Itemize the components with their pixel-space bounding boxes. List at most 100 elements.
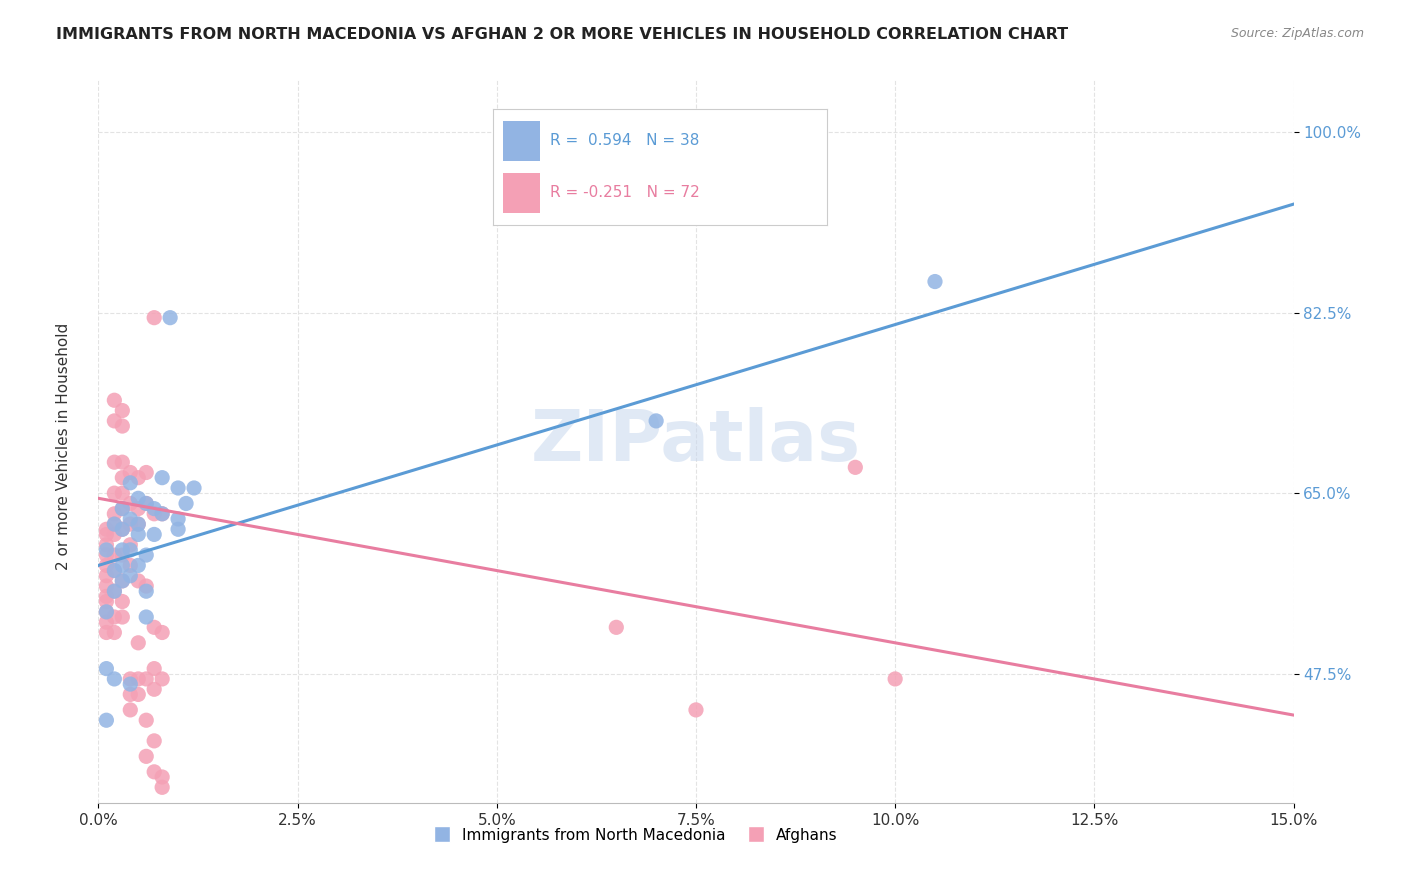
Point	[96, 662, 118, 676]
Point	[143, 501, 166, 516]
Point	[111, 574, 134, 588]
Point	[96, 568, 118, 582]
Point	[111, 455, 134, 469]
Point	[159, 310, 181, 325]
Point	[111, 501, 134, 516]
Point	[96, 625, 118, 640]
Point	[150, 507, 173, 521]
Point	[96, 558, 118, 573]
Point	[143, 764, 166, 779]
Point	[111, 471, 134, 485]
Point	[120, 677, 142, 691]
Point	[127, 672, 149, 686]
Point	[127, 687, 149, 701]
Point	[143, 662, 166, 676]
Point	[111, 419, 134, 434]
Point	[111, 548, 134, 562]
Point	[924, 275, 946, 289]
Point	[111, 542, 134, 557]
Point	[96, 538, 118, 552]
Point	[150, 507, 173, 521]
Point	[174, 496, 197, 510]
Point	[111, 594, 134, 608]
Point	[103, 507, 125, 521]
Point	[143, 310, 166, 325]
Point	[96, 542, 118, 557]
Point	[103, 548, 125, 562]
Point	[143, 734, 166, 748]
Point	[103, 517, 125, 532]
Point	[135, 749, 157, 764]
Point	[645, 414, 668, 428]
Point	[120, 496, 142, 510]
Point	[167, 481, 190, 495]
Point	[103, 610, 125, 624]
Point	[96, 594, 118, 608]
Point	[605, 620, 627, 634]
Point	[135, 610, 157, 624]
Point	[127, 517, 149, 532]
Point	[167, 512, 190, 526]
Point	[103, 527, 125, 541]
Point	[120, 568, 142, 582]
Point	[120, 687, 142, 701]
Point	[96, 522, 118, 536]
Point	[135, 548, 157, 562]
Point	[143, 620, 166, 634]
Point	[111, 403, 134, 417]
Point	[96, 590, 118, 604]
Point	[127, 471, 149, 485]
Point	[103, 672, 125, 686]
Point	[96, 527, 118, 541]
Legend: Immigrants from North Macedonia, Afghans: Immigrants from North Macedonia, Afghans	[429, 822, 844, 849]
Text: ZIPatlas: ZIPatlas	[531, 407, 860, 476]
Point	[135, 584, 157, 599]
Point	[103, 584, 125, 599]
Point	[120, 558, 142, 573]
Point	[120, 538, 142, 552]
Text: IMMIGRANTS FROM NORTH MACEDONIA VS AFGHAN 2 OR MORE VEHICLES IN HOUSEHOLD CORREL: IMMIGRANTS FROM NORTH MACEDONIA VS AFGHA…	[56, 27, 1069, 42]
Point	[103, 486, 125, 500]
Point	[167, 522, 190, 536]
Point	[111, 522, 134, 536]
Point	[120, 512, 142, 526]
Point	[111, 574, 134, 588]
Point	[135, 579, 157, 593]
Point	[127, 558, 149, 573]
Point	[150, 780, 173, 795]
Point	[127, 527, 149, 541]
Point	[111, 558, 134, 573]
Point	[120, 517, 142, 532]
Point	[96, 605, 118, 619]
Point	[111, 486, 134, 500]
Point	[143, 507, 166, 521]
Point	[103, 584, 125, 599]
Point	[96, 713, 118, 727]
Point	[143, 682, 166, 697]
Point	[96, 615, 118, 630]
Point	[127, 574, 149, 588]
Point	[135, 496, 157, 510]
Point	[111, 610, 134, 624]
Point	[685, 703, 707, 717]
Point	[127, 517, 149, 532]
Point	[183, 481, 205, 495]
Point	[111, 501, 134, 516]
Text: 2 or more Vehicles in Household: 2 or more Vehicles in Household	[56, 322, 70, 570]
Point	[103, 625, 125, 640]
Point	[127, 491, 149, 506]
Point	[96, 579, 118, 593]
Point	[127, 636, 149, 650]
Point	[150, 625, 173, 640]
Point	[96, 548, 118, 562]
Point	[884, 672, 907, 686]
Point	[103, 564, 125, 578]
Point	[150, 672, 173, 686]
Point	[120, 542, 142, 557]
Point	[150, 471, 173, 485]
Point	[120, 703, 142, 717]
Point	[150, 770, 173, 784]
Point	[120, 466, 142, 480]
Point	[103, 414, 125, 428]
Point	[111, 522, 134, 536]
